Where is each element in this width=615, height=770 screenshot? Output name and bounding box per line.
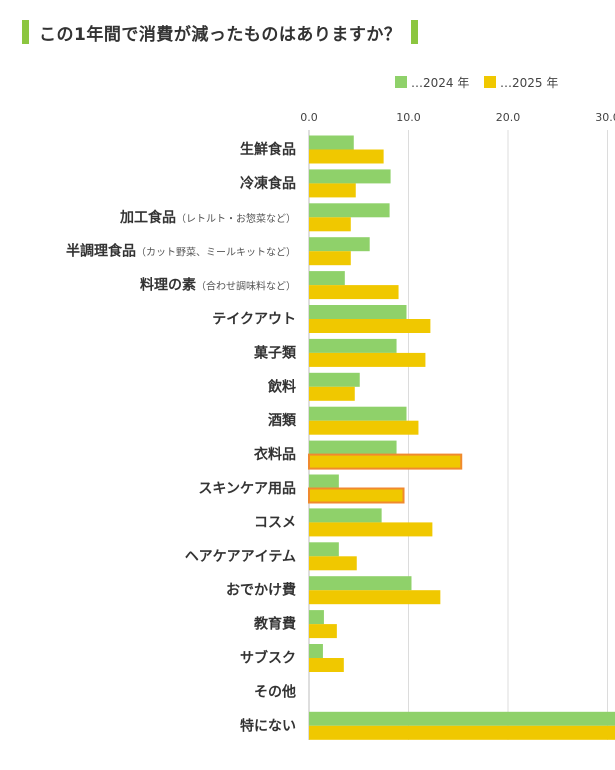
- bar-2024: [309, 644, 323, 658]
- category-label: サブスク: [240, 650, 296, 667]
- tick-label: 30.0: [595, 111, 615, 124]
- category-main-label: 加工食品: [119, 209, 176, 226]
- bar-2024: [309, 576, 412, 591]
- bar-2025: [309, 149, 384, 164]
- bar-2024: [309, 135, 354, 150]
- bar-2025: [308, 453, 463, 470]
- legend-swatch-1: [484, 76, 496, 88]
- category-label: 衣料品: [254, 446, 296, 463]
- bar-2024: [309, 338, 397, 353]
- bar-2024: [309, 169, 391, 184]
- category-main-label: 生鮮食品: [240, 141, 296, 158]
- tick-label: 20.0: [496, 111, 521, 124]
- category-main-label: サブスク: [240, 650, 296, 667]
- bar-2024: [309, 372, 360, 387]
- bar-2024: [309, 711, 615, 726]
- bar-2025: [309, 251, 351, 266]
- category-label: ヘアケアアイテム: [185, 549, 296, 565]
- category-sub-label: （レトルト・お惣菜など）: [176, 212, 296, 225]
- bar-2025: [309, 624, 337, 639]
- bar-2024: [309, 237, 370, 252]
- bar-2025: [309, 285, 399, 300]
- category-main-label: スキンケア用品: [198, 481, 296, 497]
- bar-2025: [309, 658, 344, 672]
- category-label: スキンケア用品: [198, 481, 296, 497]
- category-main-label: コスメ: [254, 515, 296, 531]
- title-right-mark: [411, 20, 419, 44]
- category-main-label: 酒類: [268, 413, 297, 429]
- bar-2025: [309, 420, 419, 435]
- category-label: 教育費: [254, 616, 296, 633]
- bar-2025: [308, 487, 405, 504]
- legend-label-0: …2024 年: [411, 76, 469, 90]
- category-main-label: その他: [254, 683, 296, 700]
- bar-2025: [309, 725, 615, 740]
- bar-2024: [309, 203, 390, 218]
- category-label: 飲料: [267, 378, 296, 395]
- category-label: 酒類: [268, 413, 297, 429]
- bar-2025: [309, 590, 441, 605]
- bar-2024: [309, 508, 382, 523]
- category-label: 冷凍食品: [240, 175, 296, 192]
- category-label: その他: [254, 683, 296, 700]
- chart-title: この1年間で消費が減ったものはありますか？: [39, 24, 402, 45]
- category-label: 生鮮食品: [240, 141, 296, 158]
- bar-2024: [309, 474, 339, 489]
- category-label: 特にない: [240, 717, 296, 734]
- category-sub-label: （合わせ調味料など）: [196, 280, 296, 293]
- category-main-label: ヘアケアアイテム: [185, 549, 296, 565]
- bar-2024: [309, 305, 407, 319]
- bar-2025: [309, 352, 426, 367]
- bar-2025: [309, 556, 357, 571]
- tick-label: 0.0: [300, 111, 318, 124]
- category-main-label: 冷凍食品: [240, 175, 296, 192]
- category-main-label: 菓子類: [253, 344, 297, 361]
- bar-2024: [309, 610, 324, 625]
- category-label: コスメ: [254, 515, 296, 531]
- category-main-label: 教育費: [254, 616, 296, 633]
- bar-2025: [309, 522, 433, 537]
- category-main-label: 料理の素: [140, 277, 196, 294]
- category-label: おでかけ費: [226, 582, 296, 599]
- title-bar: この1年間で消費が減ったものはありますか？: [22, 18, 419, 46]
- bar-2025: [309, 386, 355, 401]
- bar-2024: [309, 440, 397, 455]
- bar-2025: [309, 183, 356, 198]
- bar-2025: [309, 217, 351, 232]
- category-main-label: 飲料: [267, 378, 296, 395]
- tick-label: 10.0: [396, 111, 421, 124]
- category-main-label: 特にない: [240, 717, 296, 734]
- category-label: 料理の素（合わせ調味料など）: [140, 277, 296, 294]
- bar-2025: [309, 319, 431, 333]
- category-main-label: 衣料品: [254, 446, 296, 463]
- legend-label-1: …2025 年: [500, 76, 558, 90]
- bar-2024: [309, 406, 407, 421]
- title-left-mark: [22, 20, 29, 44]
- category-label: テイクアウト: [212, 312, 296, 328]
- category-main-label: おでかけ費: [226, 582, 296, 599]
- category-label: 加工食品（レトルト・お惣菜など）: [119, 209, 296, 226]
- category-sub-label: （カット野菜、ミールキットなど）: [136, 247, 296, 259]
- bar-2024: [309, 271, 345, 286]
- bar-2024: [309, 542, 339, 557]
- category-main-label: テイクアウト: [212, 312, 296, 328]
- category-label: 半調理食品（カット野菜、ミールキットなど）: [66, 243, 296, 260]
- category-label: 菓子類: [253, 344, 297, 361]
- legend-swatch-0: [395, 76, 407, 88]
- category-main-label: 半調理食品: [66, 243, 136, 260]
